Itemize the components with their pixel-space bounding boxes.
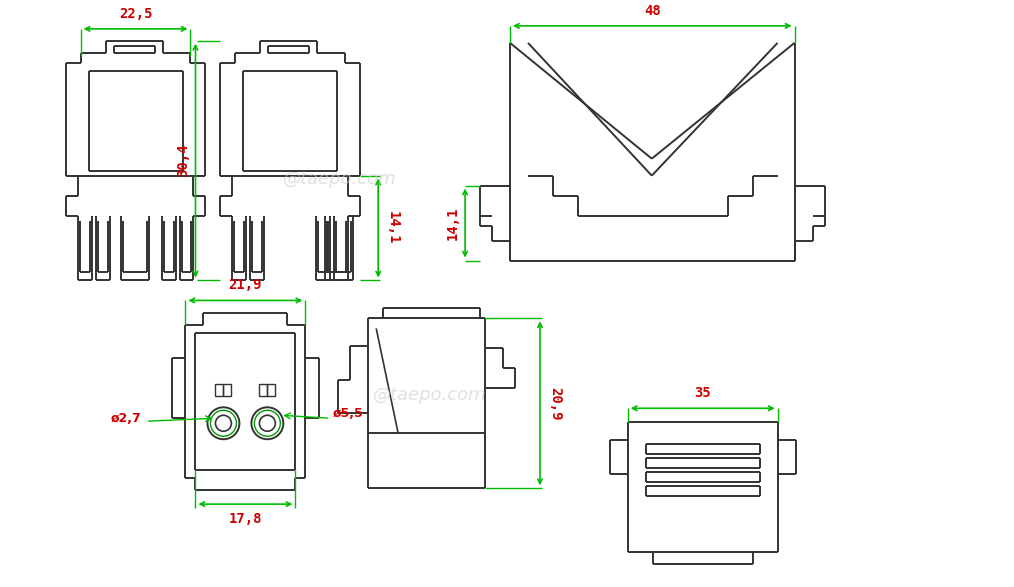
Text: 35: 35 (695, 386, 711, 400)
Bar (260, 384, 268, 396)
Text: 14,1: 14,1 (386, 211, 401, 245)
Text: ø5,5: ø5,5 (333, 407, 363, 420)
Text: 14,1: 14,1 (446, 206, 460, 240)
Text: ø2,7: ø2,7 (111, 411, 141, 425)
Text: @taepo.com: @taepo.com (284, 170, 397, 188)
Bar (268, 384, 276, 396)
Bar (223, 384, 231, 396)
Text: 30,4: 30,4 (176, 144, 191, 177)
Text: 48: 48 (644, 4, 661, 18)
Text: 22,5: 22,5 (119, 7, 152, 21)
Text: 20,9: 20,9 (548, 386, 562, 420)
Text: @taepo.com: @taepo.com (373, 386, 487, 404)
Text: 21,9: 21,9 (228, 278, 263, 292)
Text: 17,8: 17,8 (228, 512, 263, 526)
Bar (215, 384, 223, 396)
